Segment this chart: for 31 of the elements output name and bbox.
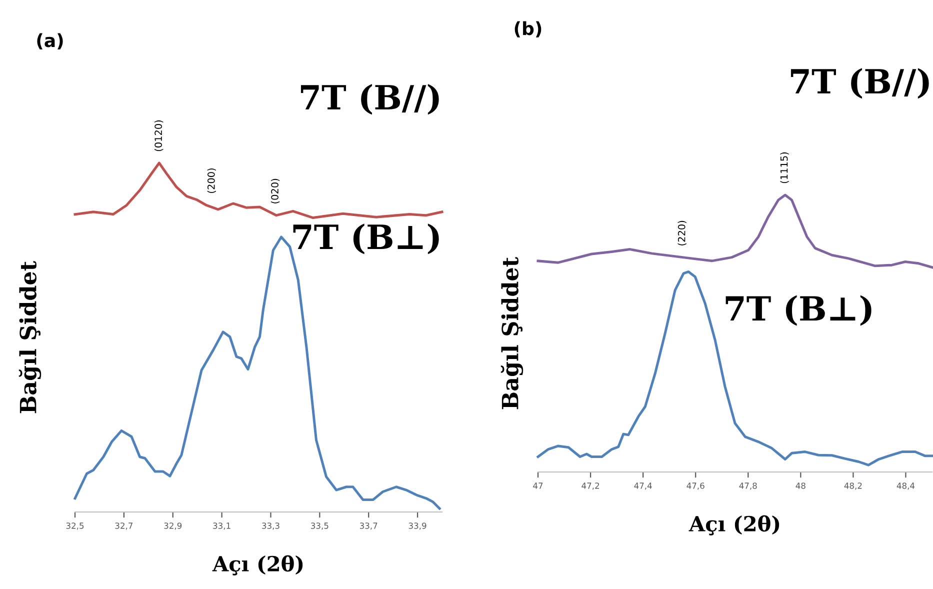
x-tick-label: 48,2 — [844, 482, 862, 490]
y-axis-title: Bağıl Şiddet — [18, 260, 42, 414]
x-tick-label: 33,3 — [262, 522, 280, 530]
text: 7T (B//) — [790, 68, 929, 99]
annotation: (220) — [678, 220, 686, 246]
series-label: 7T (B⊥) — [293, 224, 439, 254]
x-axis-title: Açı (2θ) — [688, 515, 780, 536]
chart-title: (b) — [514, 21, 542, 38]
annotation: (200) — [207, 168, 216, 193]
annotation: (0120) — [154, 120, 164, 152]
x-tick-label: 33,5 — [311, 522, 328, 530]
x-tick-label: 32,9 — [164, 522, 182, 530]
x-tick-label: 32,7 — [115, 522, 132, 530]
annotation: (1115) — [780, 152, 789, 184]
x-tick-label: 47,6 — [686, 482, 704, 490]
x-tick-label: 47 — [533, 482, 543, 489]
y-axis-title: Bağıl Şiddet — [500, 256, 524, 410]
x-tick-label: 47,4 — [634, 482, 652, 490]
text: 7T (B//) — [300, 84, 439, 115]
x-tick-label: 32,5 — [66, 522, 84, 530]
x-tick-label: 33,7 — [360, 522, 378, 530]
series-label: 7T (B⊥) — [726, 295, 872, 326]
x-tick-label: 48,4 — [896, 482, 915, 490]
x-tick-label: 33,1 — [213, 522, 230, 530]
x-tick-label: 33,9 — [408, 522, 426, 530]
chart-title: (a) — [37, 33, 63, 50]
x-tick-label: 48 — [796, 482, 806, 489]
x-tick-label: 47,8 — [739, 482, 757, 490]
x-axis-title: Açı (2θ) — [212, 555, 303, 576]
annotation: (020) — [270, 178, 280, 204]
x-tick-label: 47,2 — [582, 482, 599, 490]
